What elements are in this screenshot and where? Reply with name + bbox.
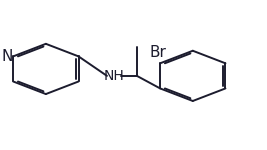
Text: Br: Br: [149, 45, 166, 60]
Text: N: N: [2, 49, 13, 64]
Text: NH: NH: [104, 69, 125, 83]
